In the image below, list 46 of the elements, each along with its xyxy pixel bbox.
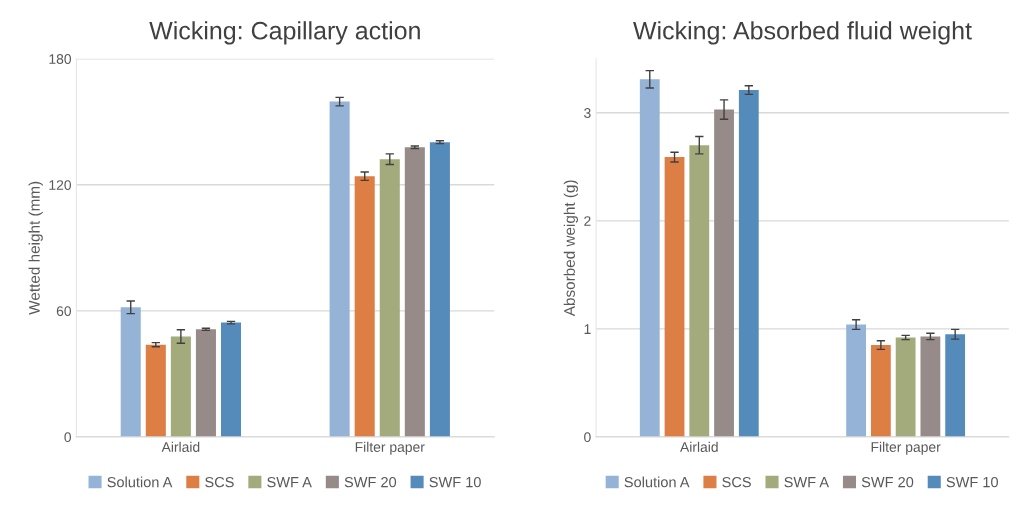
- bar: [945, 334, 966, 437]
- x-tick-label: Airlaid: [680, 441, 718, 452]
- chart-title: Wicking: Absorbed fluid weight: [633, 21, 972, 45]
- y-tick-label: 60: [56, 306, 72, 317]
- legend-label: SCS: [205, 476, 234, 488]
- legend-label: SWF 10: [429, 476, 481, 488]
- legend-label: SWF 10: [946, 476, 998, 488]
- y-axis-title: Absorbed weight (g): [563, 180, 578, 317]
- legend-label: SWF A: [267, 476, 312, 488]
- bar: [895, 337, 916, 437]
- bar: [429, 142, 450, 437]
- bar: [170, 336, 191, 437]
- y-tick-label: 0: [64, 432, 72, 443]
- bar: [689, 145, 710, 437]
- bar: [846, 324, 867, 437]
- legend-label: SCS: [722, 476, 751, 488]
- bar: [145, 344, 166, 437]
- y-tick-label: 0: [584, 432, 591, 443]
- bar: [354, 176, 375, 437]
- bar: [120, 307, 141, 437]
- x-tick-label: Airlaid: [161, 441, 200, 452]
- bar: [220, 322, 242, 437]
- bar: [714, 109, 734, 437]
- legend-label: SWF A: [784, 476, 830, 488]
- bar: [639, 79, 660, 437]
- bar: [379, 159, 400, 437]
- y-tick-label: 2: [584, 216, 591, 226]
- y-tick-label: 1: [584, 324, 591, 334]
- legend-label: SWF 20: [861, 476, 914, 488]
- y-tick-label: 180: [49, 54, 72, 64]
- bar: [738, 90, 759, 437]
- bar: [195, 329, 216, 437]
- bar: [664, 157, 685, 437]
- bar: [329, 101, 350, 437]
- bar: [870, 345, 891, 437]
- x-tick-label: Filter paper: [355, 441, 425, 455]
- y-tick-label: 3: [584, 108, 591, 118]
- legend-label: SWF 20: [344, 476, 397, 488]
- bar: [404, 147, 425, 437]
- bar: [920, 336, 941, 437]
- y-tick-label: 120: [49, 180, 72, 190]
- chart-title: Wicking: Capillary action: [149, 21, 420, 45]
- legend-label: Solution A: [107, 476, 173, 488]
- legend-label: Solution A: [624, 476, 690, 488]
- x-tick-label: Filter paper: [871, 441, 941, 455]
- y-axis-title: Wetted height (mm): [28, 181, 43, 315]
